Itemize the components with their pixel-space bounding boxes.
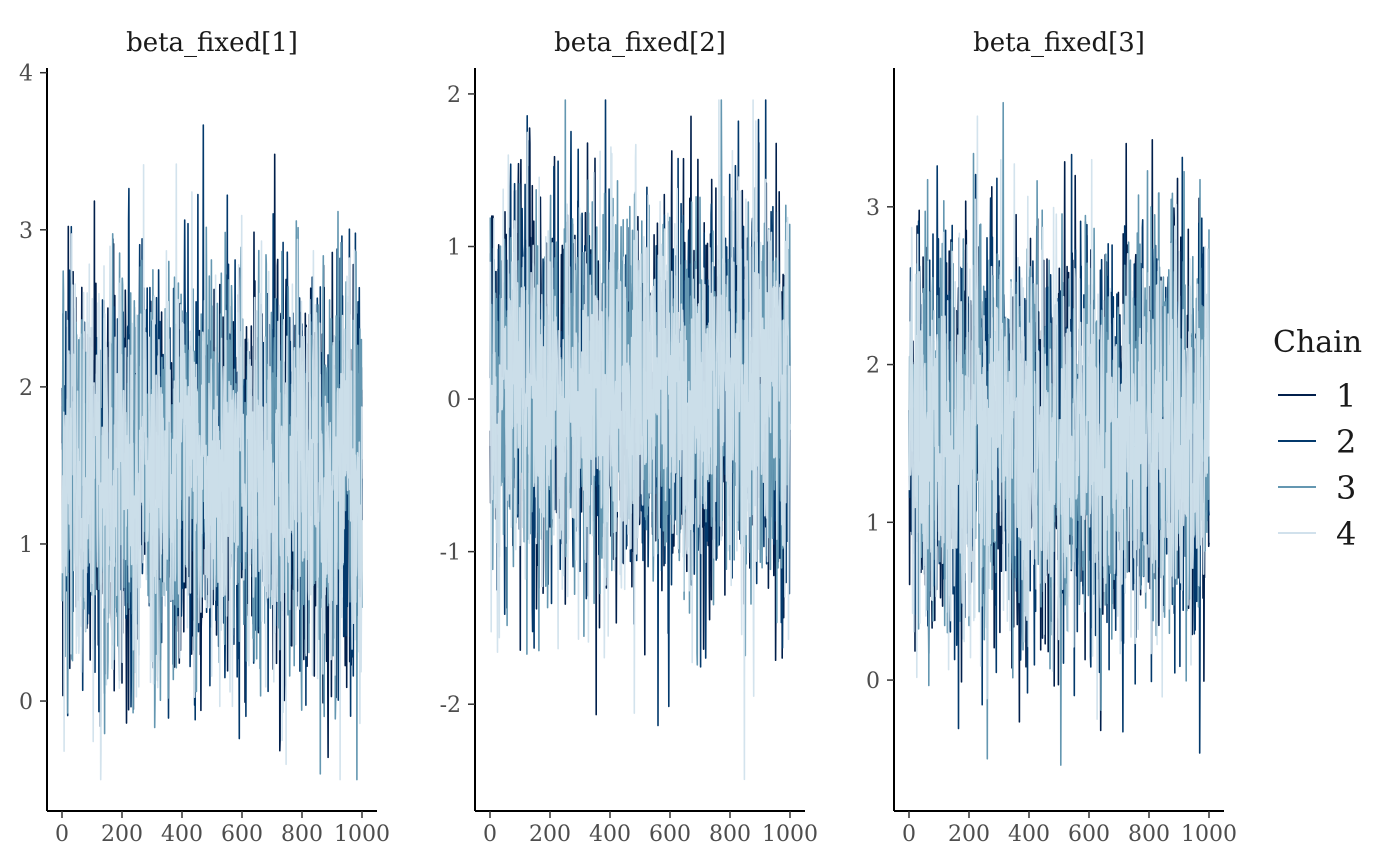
y-tick-label: 0 bbox=[19, 690, 33, 715]
x-tick-label: 800 bbox=[709, 822, 751, 847]
y-tick-label: 1 bbox=[19, 533, 33, 558]
x-tick-label: 400 bbox=[589, 822, 631, 847]
x-tick-label: 200 bbox=[948, 822, 990, 847]
x-tick-label: 0 bbox=[902, 822, 916, 847]
y-tick-label: 1 bbox=[866, 511, 880, 536]
legend-entry-1: 1 bbox=[1278, 377, 1356, 415]
legend-entries: 1 2 3 4 bbox=[1278, 377, 1356, 553]
y-tick-label: 0 bbox=[866, 669, 880, 694]
x-tick-label: 1000 bbox=[762, 822, 818, 847]
x-tick-label: 1000 bbox=[334, 822, 390, 847]
x-tick-label: 400 bbox=[1008, 822, 1050, 847]
y-tick-label: 3 bbox=[866, 196, 880, 221]
legend-label: 4 bbox=[1336, 515, 1356, 553]
chain-4-trace bbox=[489, 99, 791, 781]
chain-4-trace bbox=[908, 115, 1210, 720]
y-tick-label: 2 bbox=[866, 354, 880, 379]
x-tick-label: 600 bbox=[649, 822, 691, 847]
x-tick-label: 600 bbox=[221, 822, 263, 847]
y-tick-label: 3 bbox=[19, 219, 33, 244]
legend-label: 1 bbox=[1336, 377, 1356, 415]
legend-label: 2 bbox=[1336, 423, 1356, 461]
facet-panels: beta_fixed[1]0 200 400 600 800 100001234beta_… bbox=[19, 28, 1237, 847]
x-tick-label: 400 bbox=[161, 822, 203, 847]
x-tick-label: 800 bbox=[281, 822, 323, 847]
legend-entry-3: 3 bbox=[1278, 469, 1356, 507]
facet-panel-3: beta_fixed[3] 0 200 400 600 800 1000 0 1 2 3 bbox=[866, 28, 1237, 847]
legend-entry-4: 4 bbox=[1278, 515, 1356, 553]
legend-title: Chain bbox=[1273, 325, 1362, 360]
y-tick-label: 0 bbox=[447, 388, 461, 413]
x-tick-label: 800 bbox=[1128, 822, 1170, 847]
chain-4-trace bbox=[61, 163, 363, 781]
y-tick-label: 4 bbox=[19, 62, 33, 87]
x-tick-label: 200 bbox=[101, 822, 143, 847]
facet-panel-2: beta_fixed[2] 0 200 400 600 800 1000 -2 -1 0 1 2 bbox=[440, 28, 818, 847]
panel-title: beta_fixed[1] bbox=[126, 28, 298, 58]
panel-title: beta_fixed[3] bbox=[973, 28, 1145, 58]
legend-entry-2: 2 bbox=[1278, 423, 1356, 461]
facet-panel-1: beta_fixed[1] 0 200 400 600 800 1000 0 1 2 3 4 bbox=[19, 28, 390, 847]
y-tick-label: 2 bbox=[447, 83, 461, 108]
x-tick-label: 0 bbox=[483, 822, 497, 847]
y-tick-label: 2 bbox=[19, 376, 33, 401]
x-tick-label: 0 bbox=[55, 822, 69, 847]
y-tick-label: -2 bbox=[440, 693, 461, 718]
y-tick-label: -1 bbox=[440, 541, 461, 566]
legend-label: 3 bbox=[1336, 469, 1356, 507]
x-tick-label: 200 bbox=[529, 822, 571, 847]
legend: Chain 1 2 3 4 bbox=[1273, 325, 1362, 553]
x-tick-label: 600 bbox=[1068, 822, 1110, 847]
y-tick-label: 1 bbox=[447, 236, 461, 261]
x-tick-label: 1000 bbox=[1181, 822, 1237, 847]
panel-title: beta_fixed[2] bbox=[554, 28, 726, 58]
